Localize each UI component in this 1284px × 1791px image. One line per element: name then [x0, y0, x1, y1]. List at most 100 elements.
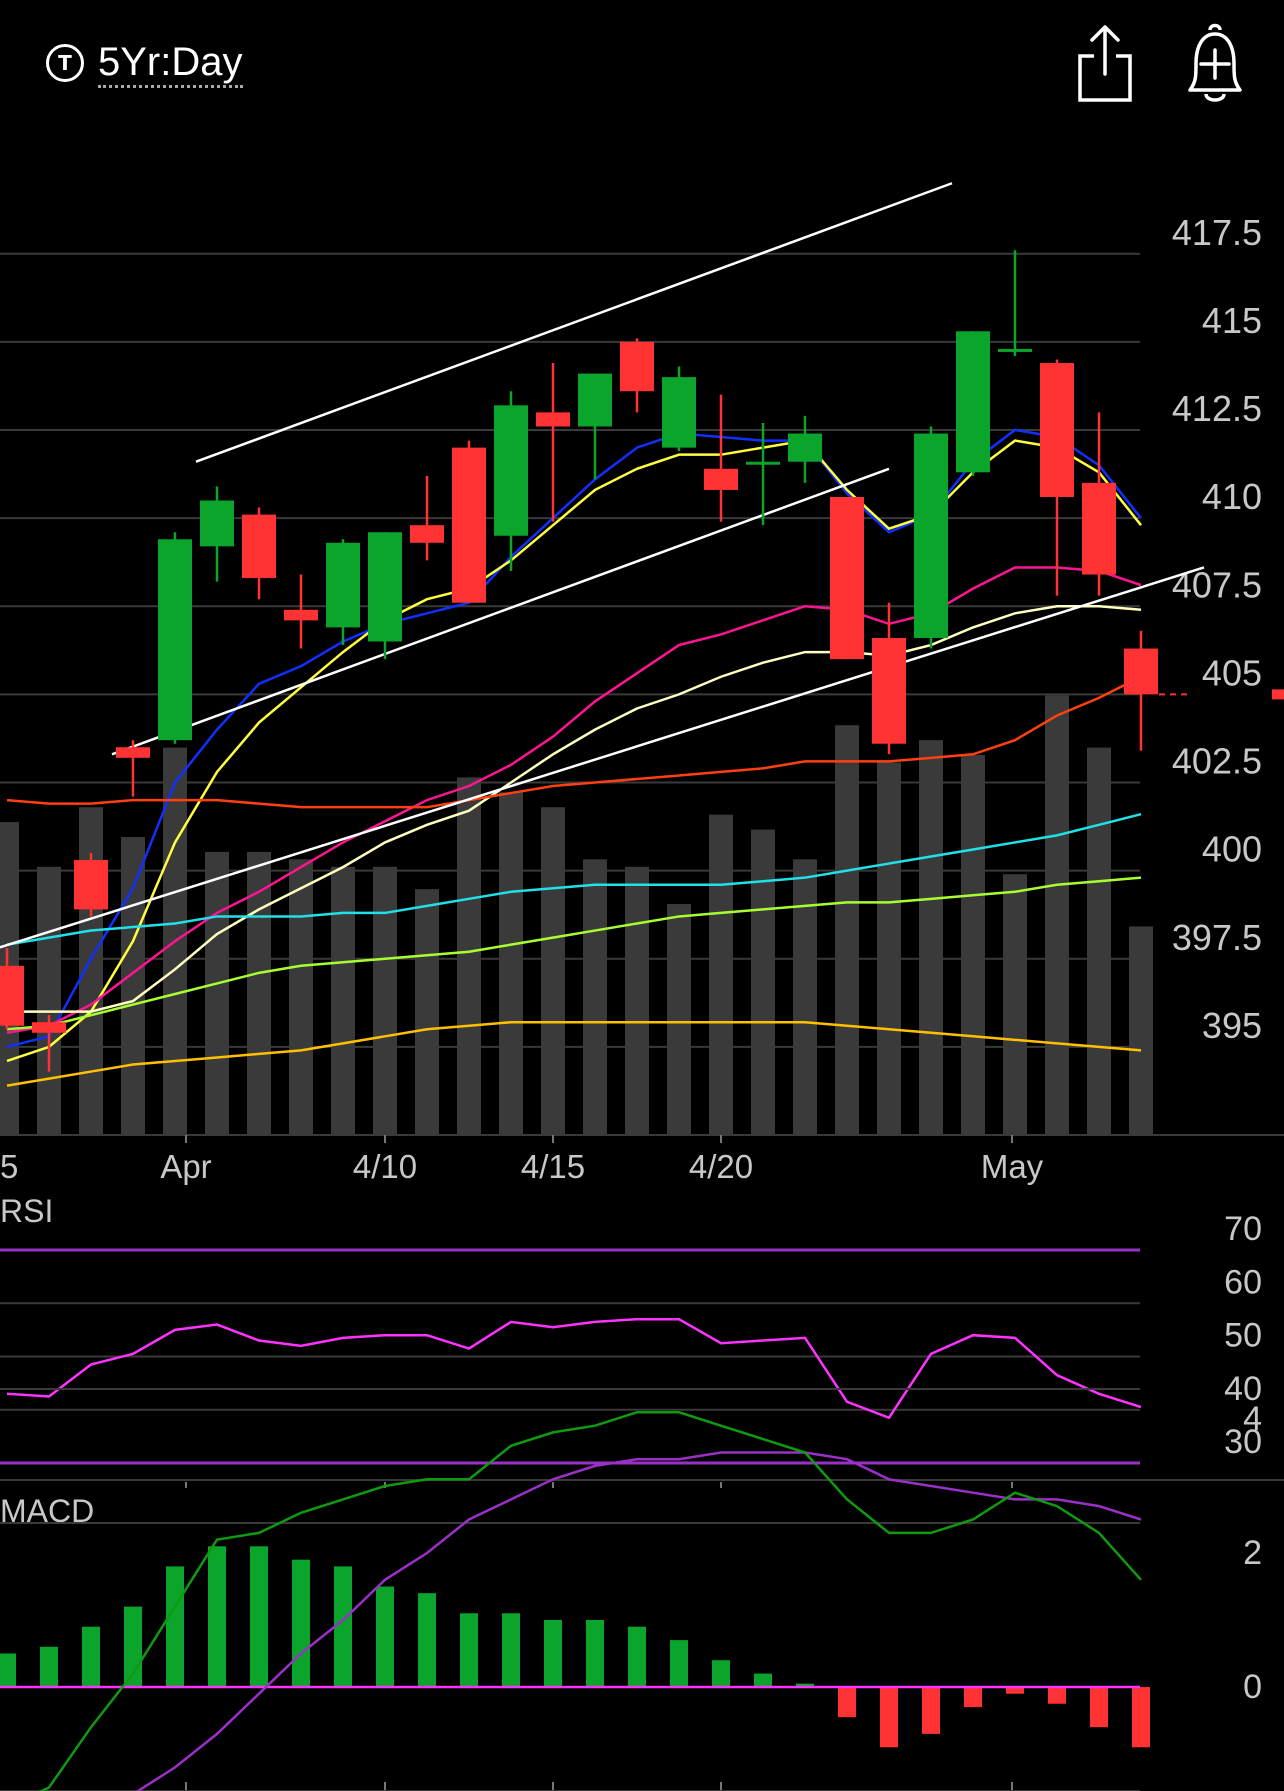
candle-body	[284, 609, 318, 621]
bell-plus-icon	[1188, 23, 1242, 102]
macd-histogram-bar	[1090, 1687, 1108, 1728]
candlestick[interactable]	[242, 507, 276, 600]
candlestick[interactable]	[494, 391, 528, 571]
moving-average-line	[6, 566, 1142, 1035]
candle-body	[410, 525, 444, 543]
moving-average-line	[7, 605, 1142, 1013]
candlestick[interactable]	[410, 475, 444, 561]
volume-bar	[625, 866, 649, 1135]
rsi-axis-label: 40	[1224, 1370, 1262, 1408]
candle-body	[0, 965, 24, 1026]
volume-bar	[289, 859, 313, 1135]
share-button[interactable]	[1076, 22, 1134, 102]
macd-histogram-bar	[82, 1626, 100, 1687]
x-axis-label: 4/15	[521, 1148, 585, 1185]
candlestick[interactable]	[578, 373, 612, 480]
volume-bar	[457, 777, 481, 1135]
candlestick[interactable]	[284, 574, 318, 649]
candlestick[interactable]	[956, 331, 990, 476]
volume-bar	[1129, 926, 1153, 1135]
candle-body	[914, 433, 948, 638]
candle-body	[956, 331, 990, 473]
price-axis-label: 407.5	[1172, 564, 1262, 605]
candle-body	[536, 412, 570, 427]
candle-body	[1040, 363, 1074, 497]
candlestick[interactable]	[704, 394, 738, 522]
rsi-axis-label: 30	[1224, 1423, 1262, 1461]
candlestick[interactable]	[1124, 630, 1158, 751]
candle-body	[1124, 648, 1158, 695]
candlestick[interactable]	[32, 1015, 66, 1072]
candlestick[interactable]	[746, 422, 780, 526]
volume-bar	[961, 755, 985, 1135]
candlestick[interactable]	[830, 496, 864, 660]
candlestick[interactable]	[200, 486, 234, 582]
share-icon	[1078, 25, 1132, 102]
macd-histogram-bar	[880, 1687, 898, 1748]
price-axis-label: 415	[1202, 300, 1262, 341]
candle-body	[326, 542, 360, 628]
candle-body	[116, 747, 150, 758]
candlestick[interactable]	[998, 250, 1032, 356]
candlestick[interactable]	[872, 602, 906, 755]
candlestick[interactable]	[620, 338, 654, 413]
macd-histogram-bar	[1048, 1687, 1066, 1704]
add-alert-button[interactable]	[1182, 20, 1248, 104]
volume-bar	[1087, 747, 1111, 1135]
volume-bar	[1003, 874, 1027, 1135]
macd-axis-label: 0	[1243, 1668, 1262, 1706]
price-axis-label: 397.5	[1172, 917, 1262, 958]
last-price-marker	[1272, 689, 1284, 700]
candlestick[interactable]	[662, 366, 696, 452]
price-axis-label: 405	[1202, 652, 1262, 693]
macd-histogram-bar	[250, 1546, 268, 1687]
candlestick[interactable]	[914, 426, 948, 649]
candlestick[interactable]	[326, 539, 360, 646]
moving-average-line	[6, 876, 1142, 1031]
volume-bar	[835, 725, 859, 1135]
macd-histogram-bar	[670, 1640, 688, 1687]
x-axis-label: 4/20	[689, 1148, 753, 1185]
macd-histogram-bar	[628, 1626, 646, 1687]
price-axis-label: 395	[1202, 1005, 1262, 1046]
candlestick[interactable]	[1082, 412, 1116, 596]
volume-bar	[919, 740, 943, 1135]
volume-bar	[37, 866, 61, 1135]
candlestick[interactable]	[788, 415, 822, 483]
price-axis-label: 400	[1202, 829, 1262, 870]
candlestick[interactable]	[1040, 359, 1074, 596]
candle-body	[158, 539, 192, 741]
macd-histogram-bar	[418, 1593, 436, 1687]
moving-average-line	[6, 439, 1142, 1063]
volume-bar	[793, 859, 817, 1135]
macd-histogram-bar	[838, 1687, 856, 1718]
candle-body	[1082, 482, 1116, 575]
candlestick[interactable]	[116, 740, 150, 797]
macd-axis-label: 2	[1243, 1534, 1262, 1572]
price-axis-label: 412.5	[1172, 388, 1262, 429]
candlestick[interactable]	[368, 532, 402, 660]
candle-body	[998, 348, 1032, 352]
moving-average-line	[6, 1020, 1142, 1087]
candlestick[interactable]	[536, 363, 570, 522]
candlestick[interactable]	[158, 532, 192, 744]
macd-histogram-bar	[40, 1646, 58, 1687]
macd-histogram-bar	[376, 1586, 394, 1687]
timeframe-label[interactable]: 5Yr:Day	[98, 39, 243, 88]
rsi-axis-label: 50	[1224, 1317, 1262, 1355]
candlestick[interactable]	[74, 853, 108, 917]
candlestick[interactable]	[452, 440, 486, 603]
timeframe-selector[interactable]: T 5Yr:Day	[46, 38, 243, 88]
macd-histogram-bar	[334, 1566, 352, 1687]
macd-histogram-bar	[544, 1620, 562, 1687]
volume-bar	[121, 837, 145, 1135]
volume-bar	[499, 792, 523, 1135]
rsi-title: RSI	[0, 1193, 53, 1229]
moving-average-line	[6, 813, 1142, 946]
volume-bar	[331, 866, 355, 1135]
macd-histogram-bar	[754, 1673, 772, 1687]
candle-body	[242, 514, 276, 579]
rsi-axis-label: 70	[1224, 1210, 1262, 1248]
candlestick[interactable]	[0, 948, 24, 1030]
